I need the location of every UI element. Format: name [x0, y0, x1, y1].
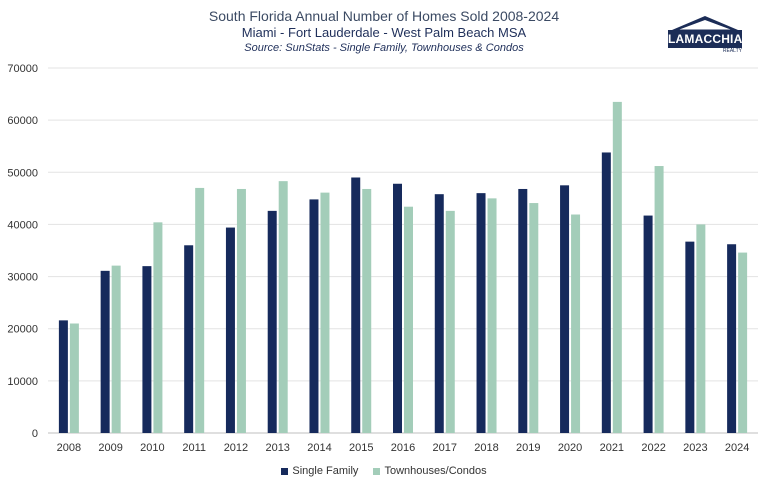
- bar-single-family-2013: [267, 210, 277, 433]
- bar-townhouses-2020: [571, 214, 581, 433]
- x-tick-label: 2011: [182, 442, 206, 454]
- x-tick-label: 2008: [57, 442, 81, 454]
- bar-single-family-2015: [351, 177, 361, 433]
- bar-single-family-2022: [643, 215, 653, 433]
- x-tick-label: 2017: [433, 442, 457, 454]
- x-tick-label: 2014: [307, 442, 331, 454]
- x-tick-label: 2009: [98, 442, 122, 454]
- chart-subtitle: Miami - Fort Lauderdale - West Palm Beac…: [241, 25, 527, 40]
- bar-single-family-2023: [685, 241, 695, 433]
- bar-townhouses-2024: [738, 252, 748, 433]
- y-tick-label: 60000: [7, 115, 38, 127]
- legend-label: Townhouses/Condos: [384, 465, 487, 477]
- bar-single-family-2019: [518, 188, 528, 433]
- legend-item-townhouses: Townhouses/Condos: [373, 465, 487, 477]
- bar-townhouses-2018: [487, 198, 497, 433]
- bar-townhouses-2009: [111, 265, 121, 433]
- legend: Single Family Townhouses/Condos: [0, 465, 768, 478]
- bar-single-family-2008: [58, 320, 68, 433]
- y-tick-label: 10000: [7, 376, 38, 388]
- bar-single-family-2009: [100, 270, 110, 433]
- bar-townhouses-2022: [654, 166, 664, 433]
- x-tick-label: 2012: [224, 442, 248, 454]
- legend-label: Single Family: [292, 465, 359, 477]
- chart-source: Source: SunStats - Single Family, Townho…: [244, 42, 524, 54]
- bar-townhouses-2019: [529, 203, 539, 433]
- y-tick-label: 70000: [7, 63, 38, 75]
- y-tick-label: 50000: [7, 167, 38, 179]
- bar-townhouses-2008: [69, 323, 79, 433]
- legend-swatch: [373, 467, 381, 475]
- bar-single-family-2016: [393, 183, 402, 433]
- bar-single-family-2012: [225, 227, 235, 433]
- bar-townhouses-2013: [278, 181, 288, 433]
- bar-townhouses-2011: [195, 187, 205, 433]
- legend-item-single-family: Single Family: [281, 465, 358, 477]
- bar-single-family-2020: [560, 185, 570, 433]
- bar-single-family-2018: [476, 193, 486, 433]
- logo-sub: REALTY: [722, 48, 742, 54]
- bar-townhouses-2017: [445, 210, 455, 433]
- bar-townhouses-2010: [153, 222, 163, 433]
- x-tick-label: 2015: [349, 442, 373, 454]
- chart-titles: South Florida Annual Number of Homes Sol…: [0, 8, 768, 55]
- bar-single-family-2017: [434, 194, 444, 433]
- x-tick-label: 2018: [474, 442, 498, 454]
- x-tick-label: 2024: [725, 442, 749, 454]
- y-tick-label: 20000: [7, 324, 38, 336]
- x-tick-label: 2016: [391, 442, 415, 454]
- bar-townhouses-2014: [320, 192, 330, 433]
- x-tick-label: 2023: [683, 442, 707, 454]
- bar-townhouses-2012: [236, 188, 246, 433]
- x-tick-label: 2022: [641, 442, 665, 454]
- legend-swatch: [281, 467, 289, 475]
- bar-townhouses-2016: [404, 206, 413, 433]
- bar-single-family-2011: [184, 245, 194, 433]
- bar-single-family-2021: [601, 152, 611, 433]
- bar-townhouses-2023: [696, 224, 706, 433]
- x-tick-label: 2020: [558, 442, 582, 454]
- bar-townhouses-2021: [612, 101, 622, 434]
- x-tick-label: 2021: [600, 442, 624, 454]
- logo: LAMACCHIA: [668, 30, 743, 48]
- y-tick-label: 0: [32, 428, 38, 440]
- bar-townhouses-2015: [362, 188, 372, 433]
- bar-single-family-2014: [309, 199, 319, 433]
- bar-single-family-2024: [727, 244, 737, 433]
- x-tick-label: 2013: [265, 442, 289, 454]
- chart-title: South Florida Annual Number of Homes Sol…: [208, 8, 560, 24]
- y-tick-label: 30000: [7, 272, 38, 284]
- x-tick-label: 2010: [140, 442, 164, 454]
- y-tick-label: 40000: [7, 219, 38, 231]
- bar-single-family-2010: [142, 266, 152, 433]
- x-tick-label: 2019: [516, 442, 540, 454]
